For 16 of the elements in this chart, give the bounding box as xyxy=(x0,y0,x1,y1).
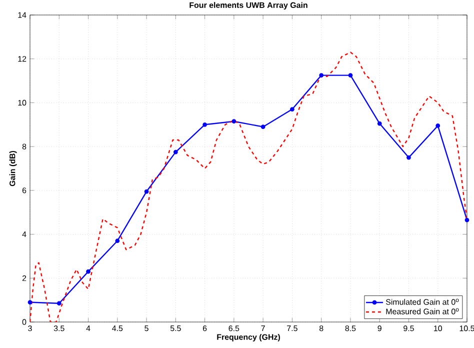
point xyxy=(464,218,470,222)
point xyxy=(144,189,149,194)
point xyxy=(28,300,32,304)
point xyxy=(290,107,294,112)
point xyxy=(202,122,207,127)
point xyxy=(319,73,324,78)
point xyxy=(260,124,266,130)
point xyxy=(436,124,440,128)
point xyxy=(406,155,411,160)
point xyxy=(86,269,90,274)
point xyxy=(56,301,62,306)
point xyxy=(348,73,353,78)
point xyxy=(115,238,120,244)
point xyxy=(173,150,178,154)
point xyxy=(377,121,382,126)
point xyxy=(232,119,236,124)
